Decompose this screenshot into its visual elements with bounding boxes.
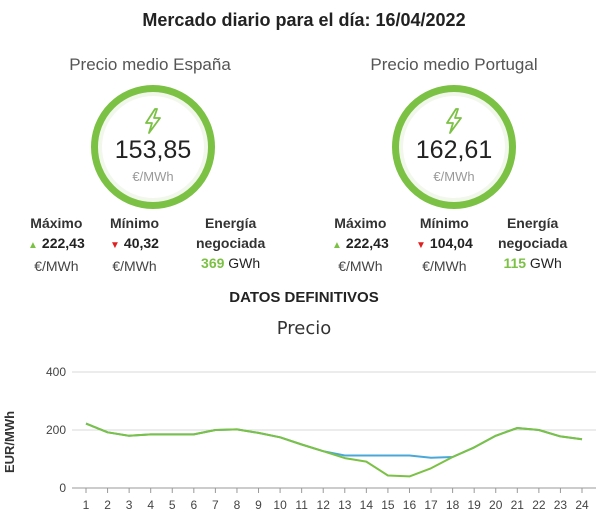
x-tick-label: 11 [295,498,308,512]
x-tick-label: 16 [403,498,417,512]
market-stats: Máximo ▲ 222,43 €/MWh Mínimo ▼ 40,32 €/MWh… [0,213,300,283]
market-label: Precio medio España [69,55,231,74]
max-label: Máximo [30,215,83,231]
chart-title: Precio [276,318,332,339]
x-tick-label: 15 [381,498,395,512]
min-unit: €/MWh [112,258,157,274]
energy-label-line1: Energía [204,215,257,231]
x-tick-label: 20 [489,498,503,512]
page-title: Mercado diario para el día: 16/04/2022 [142,10,466,30]
energy-label-line2: negociada [196,235,266,251]
x-tick-label: 21 [511,498,525,512]
energy-value: 115 [503,255,527,271]
y-axis-label: EUR/MWh [2,411,17,473]
x-tick-label: 1 [83,498,90,512]
x-tick-label: 24 [575,498,589,512]
min-unit: €/MWh [422,258,467,274]
max-stat: Máximo ▲ 222,43 €/MWh [28,213,85,276]
x-tick-label: 10 [273,498,287,512]
x-tick-label: 3 [126,498,133,512]
up-triangle-icon: ▲ [28,240,38,251]
series-line-2 [85,422,583,478]
x-tick-label: 13 [338,498,352,512]
lightning-bolt-icon [145,108,161,134]
energy-stat: Energía negociada 115 GWh [498,213,567,273]
x-tick-label: 6 [190,498,197,512]
x-tick-label: 9 [255,498,262,512]
price-ring: 162,61 €/MWh [392,85,516,209]
down-triangle-icon: ▼ [416,240,426,251]
x-tick-label: 14 [360,498,374,512]
x-tick-label: 19 [467,498,481,512]
series-line-1 [85,422,583,459]
x-tick-label: 4 [147,498,154,512]
x-tick-label: 18 [446,498,460,512]
x-tick-label: 22 [532,498,546,512]
x-tick-label: 2 [104,498,111,512]
max-stat: Máximo ▲ 222,43 €/MWh [332,213,389,276]
energy-label-line1: Energía [506,215,559,231]
max-label: Máximo [334,215,387,231]
average-price-unit: €/MWh [132,169,174,184]
x-tick-label: 7 [212,498,219,512]
energy-unit: GWh [228,255,261,271]
up-triangle-icon: ▲ [332,240,342,251]
max-value: 222,43 [41,235,85,251]
energy-value: 369 [201,255,225,271]
min-label: Mínimo [419,215,469,231]
x-tick-label: 17 [424,498,438,512]
x-tick-label: 5 [169,498,176,512]
max-unit: €/MWh [34,258,79,274]
y-tick-label: 0 [59,481,66,495]
y-tick-label: 400 [46,365,66,379]
average-price: 162,61 [415,136,493,164]
average-price-unit: €/MWh [433,169,475,184]
min-label: Mínimo [110,215,159,231]
energy-unit: GWh [529,255,562,271]
market-stats: Máximo ▲ 222,43 €/MWh Mínimo ▼ 104,04 €/MW… [304,213,604,283]
min-stat: Mínimo ▼ 104,04 €/MWh [416,213,473,276]
min-stat: Mínimo ▼ 40,32 €/MWh [110,213,159,276]
average-price: 153,85 [114,136,192,164]
energy-stat: Energía negociada 369 GWh [196,213,265,273]
y-tick-label: 200 [46,423,66,437]
min-value: 40,32 [123,235,159,251]
max-value: 222,43 [345,235,389,251]
down-triangle-icon: ▼ [110,240,120,251]
x-tick-label: 12 [317,498,331,512]
x-tick-label: 23 [554,498,568,512]
market-label: Precio medio Portugal [370,55,538,74]
max-unit: €/MWh [338,258,383,274]
price-ring: 153,85 €/MWh [91,85,215,209]
energy-label-line2: negociada [498,235,568,251]
x-tick-label: 8 [234,498,241,512]
min-value: 104,04 [429,235,473,251]
section-title: DATOS DEFINITIVOS [229,289,379,306]
lightning-bolt-icon [446,108,462,134]
